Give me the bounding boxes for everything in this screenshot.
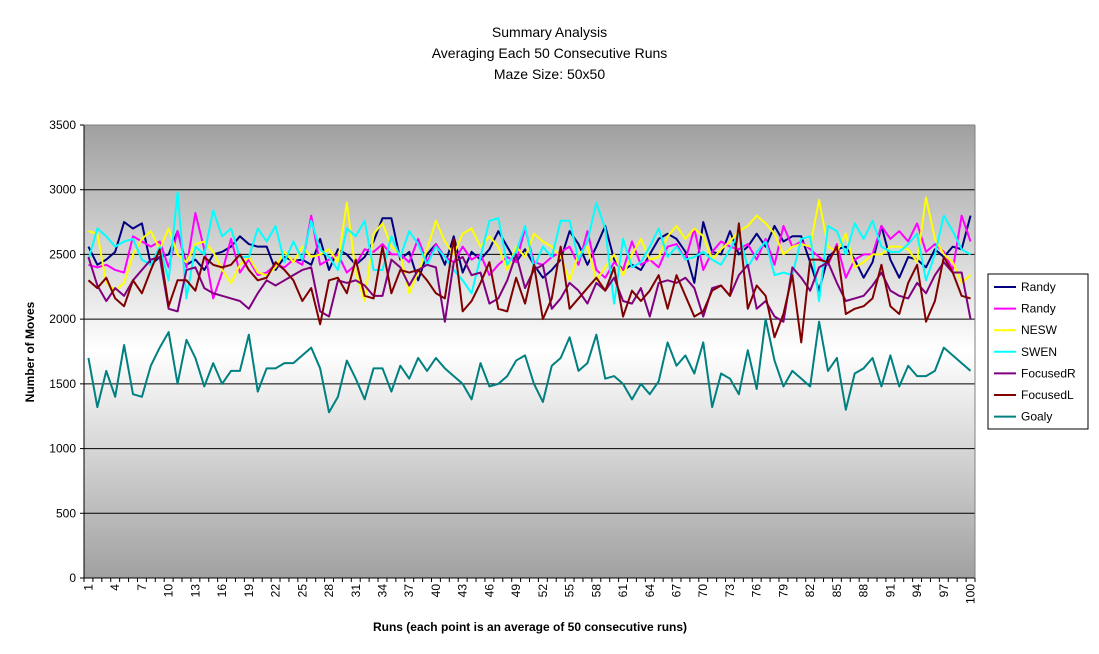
y-tick-label: 500 bbox=[56, 506, 76, 520]
x-tick-labels: 1 4 7 10 13 16 19 22 25 28 31 34 37 40 43 46 49 52 55 58 61 6… bbox=[81, 584, 977, 604]
x-tick-label: 82 bbox=[803, 584, 817, 598]
legend-label: SWEN bbox=[1021, 345, 1057, 359]
x-tick-label: 19 bbox=[242, 584, 256, 598]
x-tick-label: 67 bbox=[670, 584, 684, 598]
legend: Randy Randy NESW SWEN FocusedR FocusedL Goaly bbox=[987, 273, 1089, 430]
x-tick-label: 52 bbox=[536, 584, 550, 598]
y-axis-title: Number of Moves bbox=[23, 301, 37, 402]
x-tick-label: 28 bbox=[322, 584, 336, 598]
legend-label: FocusedL bbox=[1021, 388, 1074, 402]
chart-subtitle-line-1: Averaging Each 50 Consecutive Runs bbox=[431, 45, 668, 61]
legend-label: Goaly bbox=[1021, 410, 1052, 424]
x-tick-label: 13 bbox=[188, 584, 202, 598]
series-line-3 bbox=[87, 191, 972, 305]
series-line-4 bbox=[87, 253, 972, 323]
x-tick-label: 43 bbox=[456, 584, 470, 598]
series-line-5 bbox=[87, 222, 971, 344]
y-tick-label: 1500 bbox=[49, 377, 76, 391]
x-tick-label: 55 bbox=[563, 584, 577, 598]
x-tick-label: 46 bbox=[482, 584, 496, 598]
x-tick-label: 34 bbox=[375, 584, 389, 598]
y-tick-label: 2000 bbox=[49, 312, 76, 326]
x-tick-label: 70 bbox=[696, 584, 710, 598]
chart-subtitle-line-2: Maze Size: 50x50 bbox=[493, 66, 606, 82]
legend-label: NESW bbox=[1021, 323, 1058, 337]
x-tick-label: 100 bbox=[964, 584, 978, 604]
x-tick-label: 25 bbox=[295, 584, 309, 598]
x-tick-label: 22 bbox=[269, 584, 283, 598]
x-tick-label: 85 bbox=[830, 584, 844, 598]
x-tick-label: 4 bbox=[108, 584, 122, 591]
y-tick-label: 0 bbox=[69, 571, 76, 585]
y-tick-label: 1000 bbox=[49, 442, 76, 456]
x-tick-label: 79 bbox=[776, 584, 790, 598]
x-tick-label: 10 bbox=[162, 584, 176, 598]
y-tick-labels: 0 500 1000 1500 2000 2500 3000 3500 bbox=[49, 118, 76, 585]
y-tick-label: 3000 bbox=[49, 183, 76, 197]
y-tick-label: 2500 bbox=[49, 247, 76, 261]
x-tick-label: 37 bbox=[402, 584, 416, 598]
x-tick-label: 88 bbox=[857, 584, 871, 598]
chart-title: Summary Analysis bbox=[491, 24, 608, 40]
legend-label: FocusedR bbox=[1021, 366, 1076, 380]
x-axis-title: Runs (each point is an average of 50 con… bbox=[373, 620, 687, 634]
series-lines bbox=[87, 191, 972, 414]
x-tick-label: 16 bbox=[215, 584, 229, 598]
x-tick-label: 49 bbox=[509, 584, 523, 598]
plot-area bbox=[84, 125, 975, 578]
x-tick-label: 64 bbox=[643, 584, 657, 598]
x-tick-label: 40 bbox=[429, 584, 443, 598]
series-line-6 bbox=[87, 318, 972, 414]
x-tick-label: 76 bbox=[750, 584, 764, 598]
x-tick-label: 58 bbox=[589, 584, 603, 598]
x-tick-label: 94 bbox=[910, 584, 924, 598]
axes bbox=[80, 124, 976, 582]
x-tick-label: 31 bbox=[349, 584, 363, 598]
x-tick-label: 7 bbox=[135, 584, 149, 591]
x-tick-label: 73 bbox=[723, 584, 737, 598]
x-tick-label: 97 bbox=[937, 584, 951, 598]
y-tick-label: 3500 bbox=[49, 118, 76, 132]
legend-label: Randy bbox=[1021, 280, 1056, 294]
x-tick-label: 61 bbox=[616, 584, 630, 598]
x-tick-label: 1 bbox=[81, 584, 95, 591]
legend-label: Randy bbox=[1021, 302, 1056, 316]
x-tick-label: 91 bbox=[883, 584, 897, 598]
